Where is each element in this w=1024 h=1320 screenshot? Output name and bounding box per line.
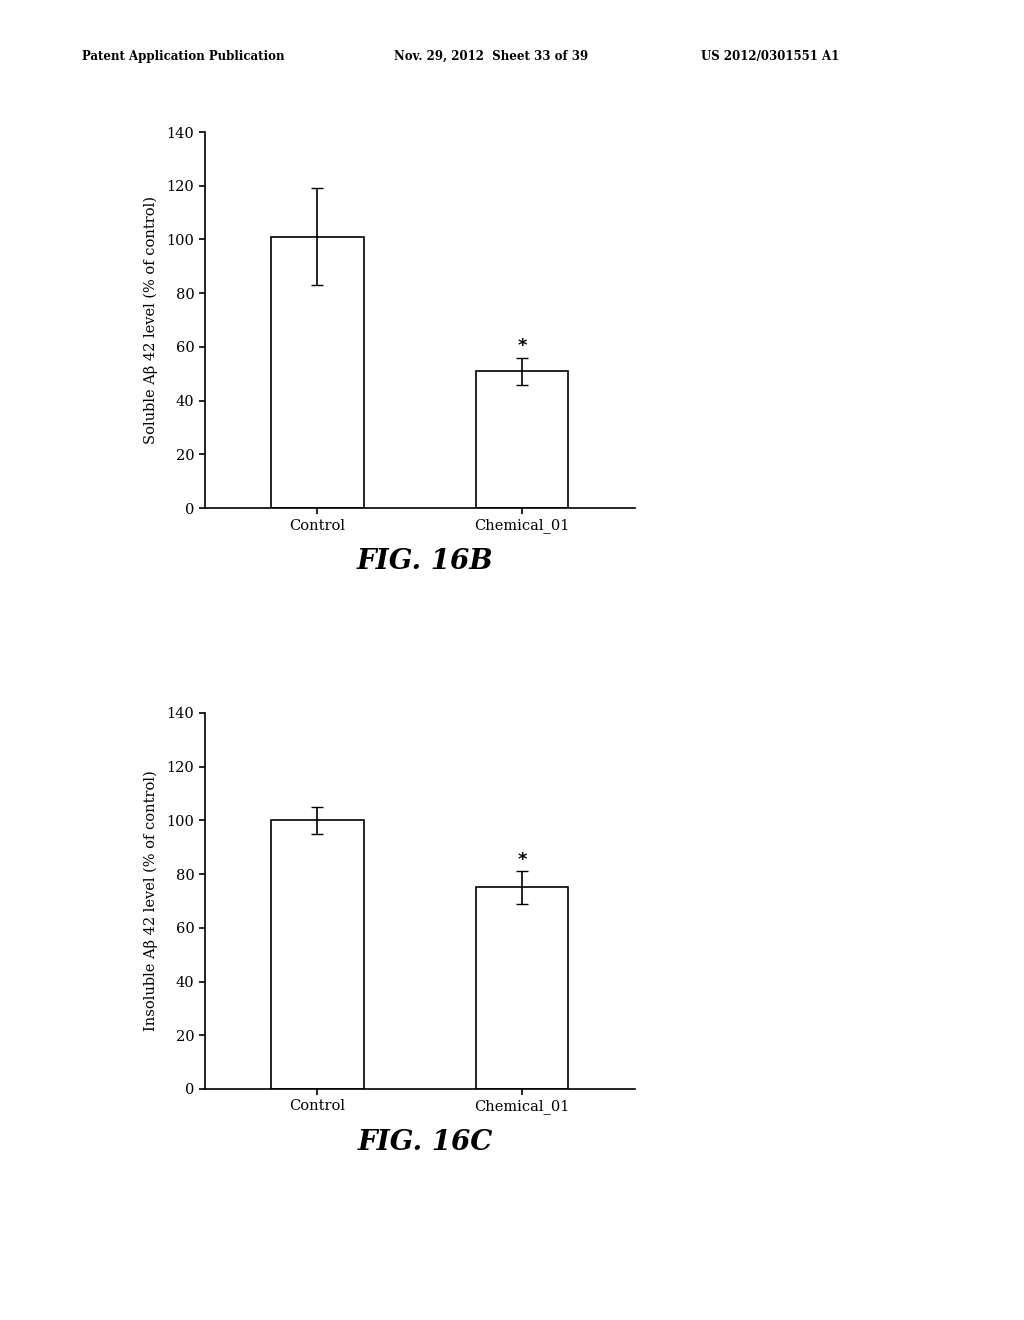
Bar [476,887,568,1089]
Bar [271,236,364,508]
Text: FIG. 16B: FIG. 16B [356,548,494,574]
Bar [476,371,568,508]
Bar [271,820,364,1089]
Text: FIG. 16C: FIG. 16C [357,1129,493,1155]
Y-axis label: Soluble Aβ 42 level (% of control): Soluble Aβ 42 level (% of control) [143,197,158,444]
Text: Patent Application Publication: Patent Application Publication [82,50,285,63]
Text: *: * [517,337,527,355]
Y-axis label: Insoluble Aβ 42 level (% of control): Insoluble Aβ 42 level (% of control) [143,771,158,1031]
Text: *: * [517,850,527,869]
Text: Nov. 29, 2012  Sheet 33 of 39: Nov. 29, 2012 Sheet 33 of 39 [394,50,589,63]
Text: US 2012/0301551 A1: US 2012/0301551 A1 [701,50,840,63]
